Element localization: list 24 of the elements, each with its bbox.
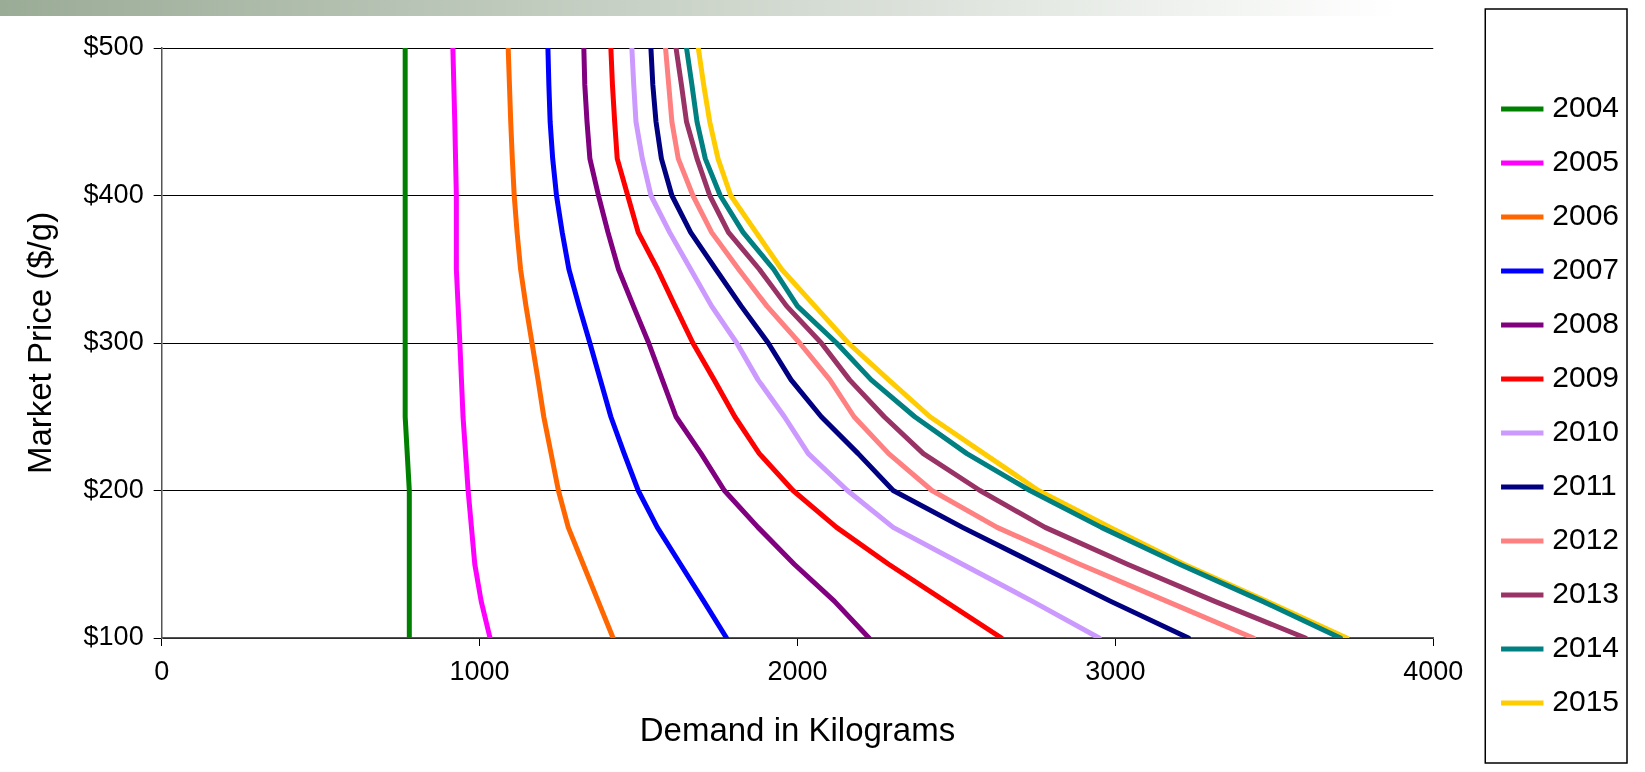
x-tick-label: 1000 [449, 655, 510, 686]
y-tick-label: $200 [83, 473, 144, 504]
x-tick-label: 0 [154, 655, 170, 686]
legend-label: 2006 [1552, 198, 1620, 232]
legend-label: 2014 [1552, 630, 1620, 664]
x-tick-label: 4000 [1403, 655, 1464, 686]
legend-label: 2007 [1552, 252, 1620, 286]
y-axis-title: Market Price ($/g) [20, 211, 58, 475]
x-tick-label: 3000 [1085, 655, 1146, 686]
legend-label: 2008 [1552, 306, 1620, 340]
y-tick-label: $500 [83, 31, 144, 62]
y-tick-label: $300 [83, 326, 144, 357]
legend-label: 2012 [1552, 522, 1620, 556]
legend-label: 2004 [1552, 90, 1620, 124]
legend-label: 2010 [1552, 414, 1620, 448]
y-tick-label: $100 [83, 621, 144, 652]
legend-label: 2005 [1552, 144, 1620, 178]
legend-label: 2011 [1552, 468, 1617, 502]
legend-label: 2013 [1552, 576, 1620, 610]
legend-label: 2009 [1552, 360, 1620, 394]
x-tick-label: 2000 [767, 655, 828, 686]
y-tick-label: $400 [83, 178, 144, 209]
legend-label: 2015 [1552, 684, 1620, 718]
x-axis-title: Demand in Kilograms [639, 711, 956, 749]
